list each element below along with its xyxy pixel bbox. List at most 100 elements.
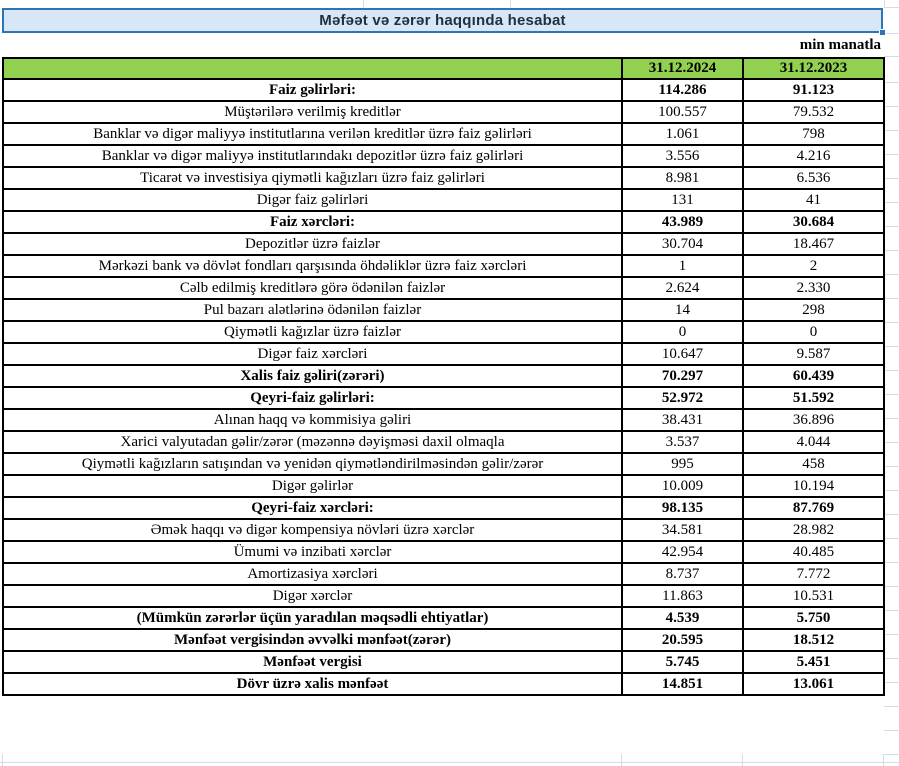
header-date-2023-cell[interactable]: 31.12.2023 [742, 57, 885, 80]
value-2024-cell[interactable]: 100.557 [621, 100, 744, 124]
value-2023-cell[interactable]: 798 [742, 122, 885, 146]
value-2024-cell[interactable]: 52.972 [621, 386, 744, 410]
row-label-cell[interactable]: Pul bazarı alətlərinə ödənilən faizlər [2, 298, 623, 322]
value-2024-cell[interactable]: 10.009 [621, 474, 744, 498]
value-2024-cell[interactable]: 34.581 [621, 518, 744, 542]
row-label-cell[interactable]: Müştərilərə verilmiş kreditlər [2, 100, 623, 124]
row-label-cell[interactable]: Mənfəət vergisindən əvvəlki mənfəət(zərə… [2, 628, 623, 652]
value-2023-cell[interactable]: 36.896 [742, 408, 885, 432]
row-label-cell[interactable]: Xalis faiz gəliri(zərəri) [2, 364, 623, 388]
value-2023-cell[interactable]: 28.982 [742, 518, 885, 542]
value-2023-cell[interactable]: 79.532 [742, 100, 885, 124]
row-label-cell[interactable]: Faiz xərcləri: [2, 210, 623, 234]
value-2023-cell[interactable]: 2 [742, 254, 885, 278]
gridline [884, 0, 885, 8]
value-2023-cell[interactable]: 9.587 [742, 342, 885, 366]
value-2024-cell[interactable]: 10.647 [621, 342, 744, 366]
value-2024-cell[interactable]: 43.989 [621, 210, 744, 234]
value-2023-cell[interactable]: 51.592 [742, 386, 885, 410]
value-2024-cell[interactable]: 114.286 [621, 78, 744, 102]
selection-fill-handle[interactable] [879, 29, 886, 36]
value-2023-cell[interactable]: 40.485 [742, 540, 885, 564]
row-label-cell[interactable]: Qiymətli kağızların satışından və yenidə… [2, 452, 623, 476]
value-2024-cell[interactable]: 1.061 [621, 122, 744, 146]
value-2023-cell[interactable]: 7.772 [742, 562, 885, 586]
gridline [884, 754, 899, 755]
value-2024-cell[interactable]: 98.135 [621, 496, 744, 520]
row-label-cell[interactable]: Qiymətli kağızlar üzrə faizlər [2, 320, 623, 344]
value-2023-cell[interactable]: 41 [742, 188, 885, 212]
value-2023-cell[interactable]: 4.044 [742, 430, 885, 454]
row-label-cell[interactable]: Banklar və digər maliyyə institutlarına … [2, 122, 623, 146]
value-2024-cell[interactable]: 20.595 [621, 628, 744, 652]
value-2023-cell[interactable]: 0 [742, 320, 885, 344]
value-2024-cell[interactable]: 8.981 [621, 166, 744, 190]
value-2023-cell[interactable]: 87.769 [742, 496, 885, 520]
header-date-2024-cell[interactable]: 31.12.2024 [621, 57, 744, 80]
row-label-cell[interactable]: Ümumi və inzibati xərclər [2, 540, 623, 564]
row-label-cell[interactable]: Qeyri-faiz xərcləri: [2, 496, 623, 520]
row-label-cell[interactable]: Banklar və digər maliyyə institutlarında… [2, 144, 623, 168]
gridline [884, 274, 899, 275]
row-label-cell[interactable]: Ticarət və investisiya qiymətli kağızlar… [2, 166, 623, 190]
row-label-cell[interactable]: Depozitlər üzrə faizlər [2, 232, 623, 256]
value-2023-cell[interactable]: 5.451 [742, 650, 885, 674]
value-2024-cell[interactable]: 30.704 [621, 232, 744, 256]
value-2024-cell[interactable]: 38.431 [621, 408, 744, 432]
row-label-cell[interactable]: Digər gəlirlər [2, 474, 623, 498]
gridline [884, 7, 899, 8]
value-2023-cell[interactable]: 91.123 [742, 78, 885, 102]
table-row: Depozitlər üzrə faizlər 30.704 18.467 [2, 232, 885, 256]
value-2023-cell[interactable]: 60.439 [742, 364, 885, 388]
row-label-cell[interactable]: Xarici valyutadan gəlir/zərər (məzənnə d… [2, 430, 623, 454]
unit-note-cell[interactable]: min manatla [799, 37, 881, 53]
row-label-cell[interactable]: (Mümkün zərərlər üçün yaradılan məqsədli… [2, 606, 623, 630]
row-label-cell[interactable]: Dövr üzrə xalis mənfəət [2, 672, 623, 696]
value-2024-cell[interactable]: 995 [621, 452, 744, 476]
value-2024-cell[interactable]: 5.745 [621, 650, 744, 674]
value-2024-cell[interactable]: 0 [621, 320, 744, 344]
gridline [621, 754, 622, 766]
value-2024-cell[interactable]: 2.624 [621, 276, 744, 300]
row-label-cell[interactable]: Faiz gəlirləri: [2, 78, 623, 102]
title-cell[interactable]: Məfəət və zərər haqqında hesabat [2, 8, 883, 33]
gridline [884, 730, 899, 731]
gridline [884, 106, 899, 107]
row-label-cell[interactable]: Əmək haqqı və digər kompensiya növləri ü… [2, 518, 623, 542]
row-label-cell[interactable]: Mənfəət vergisi [2, 650, 623, 674]
header-empty-cell[interactable] [2, 57, 623, 80]
value-2024-cell[interactable]: 131 [621, 188, 744, 212]
gridline [884, 298, 899, 299]
row-label-cell[interactable]: Mərkəzi bank və dövlət fondları qarşısın… [2, 254, 623, 278]
value-2023-cell[interactable]: 2.330 [742, 276, 885, 300]
value-2024-cell[interactable]: 14 [621, 298, 744, 322]
value-2024-cell[interactable]: 42.954 [621, 540, 744, 564]
value-2024-cell[interactable]: 4.539 [621, 606, 744, 630]
row-label-cell[interactable]: Digər faiz gəlirləri [2, 188, 623, 212]
value-2024-cell[interactable]: 70.297 [621, 364, 744, 388]
value-2023-cell[interactable]: 13.061 [742, 672, 885, 696]
value-2024-cell[interactable]: 3.537 [621, 430, 744, 454]
value-2023-cell[interactable]: 30.684 [742, 210, 885, 234]
row-label-cell[interactable]: Cəlb edilmiş kreditlərə görə ödənilən fa… [2, 276, 623, 300]
value-2023-cell[interactable]: 458 [742, 452, 885, 476]
row-label-cell[interactable]: Amortizasiya xərcləri [2, 562, 623, 586]
value-2023-cell[interactable]: 298 [742, 298, 885, 322]
value-2024-cell[interactable]: 3.556 [621, 144, 744, 168]
value-2023-cell[interactable]: 18.467 [742, 232, 885, 256]
value-2024-cell[interactable]: 11.863 [621, 584, 744, 608]
row-label-cell[interactable]: Alınan haqq və kommisiya gəliri [2, 408, 623, 432]
value-2023-cell[interactable]: 4.216 [742, 144, 885, 168]
row-label-cell[interactable]: Qeyri-faiz gəlirləri: [2, 386, 623, 410]
value-2023-cell[interactable]: 18.512 [742, 628, 885, 652]
value-2023-cell[interactable]: 6.536 [742, 166, 885, 190]
table-header-row: 31.12.2024 31.12.2023 [2, 57, 885, 80]
value-2023-cell[interactable]: 10.194 [742, 474, 885, 498]
value-2023-cell[interactable]: 10.531 [742, 584, 885, 608]
row-label-cell[interactable]: Digər xərclər [2, 584, 623, 608]
value-2024-cell[interactable]: 1 [621, 254, 744, 278]
value-2023-cell[interactable]: 5.750 [742, 606, 885, 630]
value-2024-cell[interactable]: 14.851 [621, 672, 744, 696]
value-2024-cell[interactable]: 8.737 [621, 562, 744, 586]
row-label-cell[interactable]: Digər faiz xərcləri [2, 342, 623, 366]
